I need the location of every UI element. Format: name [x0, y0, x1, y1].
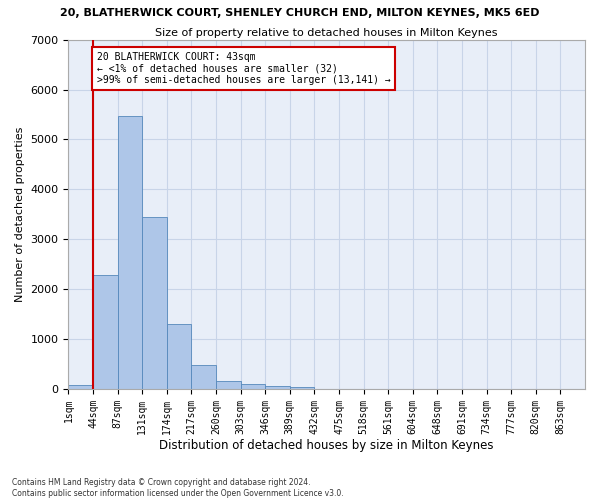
Bar: [290, 387, 314, 389]
Bar: [68, 385, 93, 389]
Bar: [118, 116, 142, 389]
Text: Contains HM Land Registry data © Crown copyright and database right 2024.
Contai: Contains HM Land Registry data © Crown c…: [12, 478, 344, 498]
Bar: [167, 324, 191, 389]
Bar: [265, 386, 290, 389]
Text: 20 BLATHERWICK COURT: 43sqm
← <1% of detached houses are smaller (32)
>99% of se: 20 BLATHERWICK COURT: 43sqm ← <1% of det…: [97, 52, 391, 86]
Text: 20, BLATHERWICK COURT, SHENLEY CHURCH END, MILTON KEYNES, MK5 6ED: 20, BLATHERWICK COURT, SHENLEY CHURCH EN…: [60, 8, 540, 18]
Bar: [93, 275, 118, 389]
Bar: [241, 384, 265, 389]
Bar: [216, 380, 241, 389]
Bar: [191, 365, 216, 389]
Bar: [142, 218, 167, 389]
Y-axis label: Number of detached properties: Number of detached properties: [15, 126, 25, 302]
X-axis label: Distribution of detached houses by size in Milton Keynes: Distribution of detached houses by size …: [160, 440, 494, 452]
Title: Size of property relative to detached houses in Milton Keynes: Size of property relative to detached ho…: [155, 28, 498, 38]
